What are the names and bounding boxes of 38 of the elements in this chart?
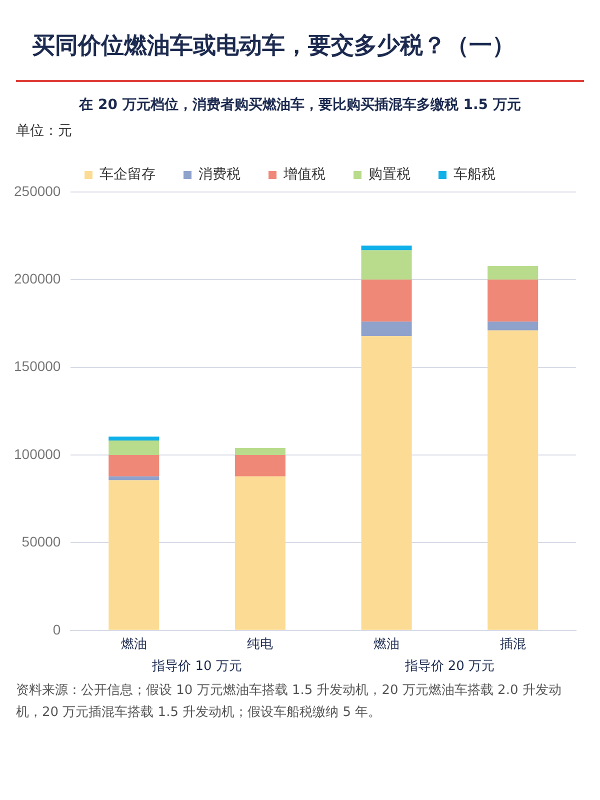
x-tick-label: 纯电 bbox=[247, 636, 274, 651]
bar bbox=[234, 448, 286, 456]
y-tick-label: 250000 bbox=[14, 182, 61, 199]
y-tick-label: 50000 bbox=[22, 534, 61, 550]
legend-label: 车企留存 bbox=[100, 166, 156, 183]
bar bbox=[361, 250, 412, 280]
text: 指导价 20 万元 bbox=[404, 658, 495, 674]
bar bbox=[361, 336, 412, 630]
bar bbox=[108, 436, 160, 440]
bar bbox=[108, 440, 160, 456]
bar bbox=[234, 476, 286, 630]
bar bbox=[488, 322, 538, 330]
bar bbox=[234, 455, 286, 476]
chart-title: 买同价位燃油车或电动车，要交多少税？（一） bbox=[31, 32, 516, 61]
bar bbox=[108, 476, 160, 480]
bar bbox=[108, 480, 160, 630]
bar bbox=[108, 455, 160, 476]
y-tick-label: 0 bbox=[52, 621, 61, 638]
bar bbox=[488, 330, 538, 630]
bar bbox=[488, 266, 538, 280]
legend-label: 车船税 bbox=[454, 166, 496, 183]
text: 资料来源：公开信息；假设 10 万元燃油车搭载 1.5 升发动机，20 万元燃油车搭载 2.0 升发动机，20 万元插混车搭载 1.5 升发动机；假设车船税缴纳 5 年。 bbox=[16, 682, 562, 722]
y-tick-label: 150000 bbox=[14, 358, 61, 374]
chart-subtitle: 在 20 万元档位，消费者购买燃油车，要比购买插混车多缴税 1.5 万元 bbox=[78, 96, 522, 114]
bar bbox=[361, 280, 412, 322]
legend-label: 消费税 bbox=[198, 166, 240, 183]
bar bbox=[361, 246, 412, 250]
legend-label: 增值税 bbox=[282, 166, 326, 183]
y-tick-label: 200000 bbox=[14, 270, 61, 287]
x-tick-label: 插混 bbox=[500, 636, 526, 651]
legend-label: 购置税 bbox=[368, 166, 410, 183]
x-tick-label: 燃油 bbox=[120, 636, 147, 651]
text: 指导价 10 万元 bbox=[151, 658, 242, 674]
y-axis-title: 单位：元 bbox=[16, 122, 73, 140]
bar bbox=[488, 280, 538, 322]
y-tick-label: 100000 bbox=[14, 446, 61, 462]
bar bbox=[361, 322, 412, 336]
x-tick-label: 燃油 bbox=[374, 636, 400, 651]
